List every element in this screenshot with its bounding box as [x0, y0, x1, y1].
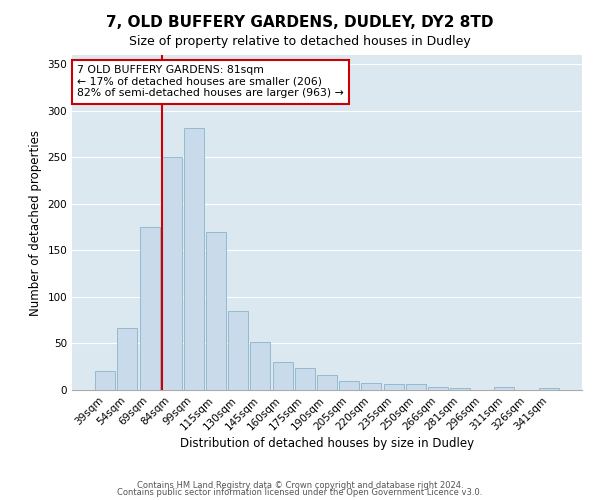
Bar [295, 368, 315, 390]
Bar [339, 380, 359, 390]
Text: Contains public sector information licensed under the Open Government Licence v3: Contains public sector information licen… [118, 488, 482, 497]
Bar [272, 362, 293, 390]
Bar [317, 375, 337, 390]
X-axis label: Distribution of detached houses by size in Dudley: Distribution of detached houses by size … [180, 438, 474, 450]
Bar [539, 388, 559, 390]
Bar [406, 384, 426, 390]
Y-axis label: Number of detached properties: Number of detached properties [29, 130, 42, 316]
Bar [95, 372, 115, 390]
Bar [228, 311, 248, 390]
Bar [118, 328, 137, 390]
Text: 7 OLD BUFFERY GARDENS: 81sqm
← 17% of detached houses are smaller (206)
82% of s: 7 OLD BUFFERY GARDENS: 81sqm ← 17% of de… [77, 65, 344, 98]
Text: Contains HM Land Registry data © Crown copyright and database right 2024.: Contains HM Land Registry data © Crown c… [137, 480, 463, 490]
Bar [428, 387, 448, 390]
Bar [494, 387, 514, 390]
Text: Size of property relative to detached houses in Dudley: Size of property relative to detached ho… [129, 35, 471, 48]
Bar [250, 342, 271, 390]
Bar [140, 227, 160, 390]
Text: 7, OLD BUFFERY GARDENS, DUDLEY, DY2 8TD: 7, OLD BUFFERY GARDENS, DUDLEY, DY2 8TD [106, 15, 494, 30]
Bar [184, 128, 204, 390]
Bar [383, 384, 404, 390]
Bar [162, 158, 182, 390]
Bar [361, 382, 382, 390]
Bar [450, 388, 470, 390]
Bar [206, 232, 226, 390]
